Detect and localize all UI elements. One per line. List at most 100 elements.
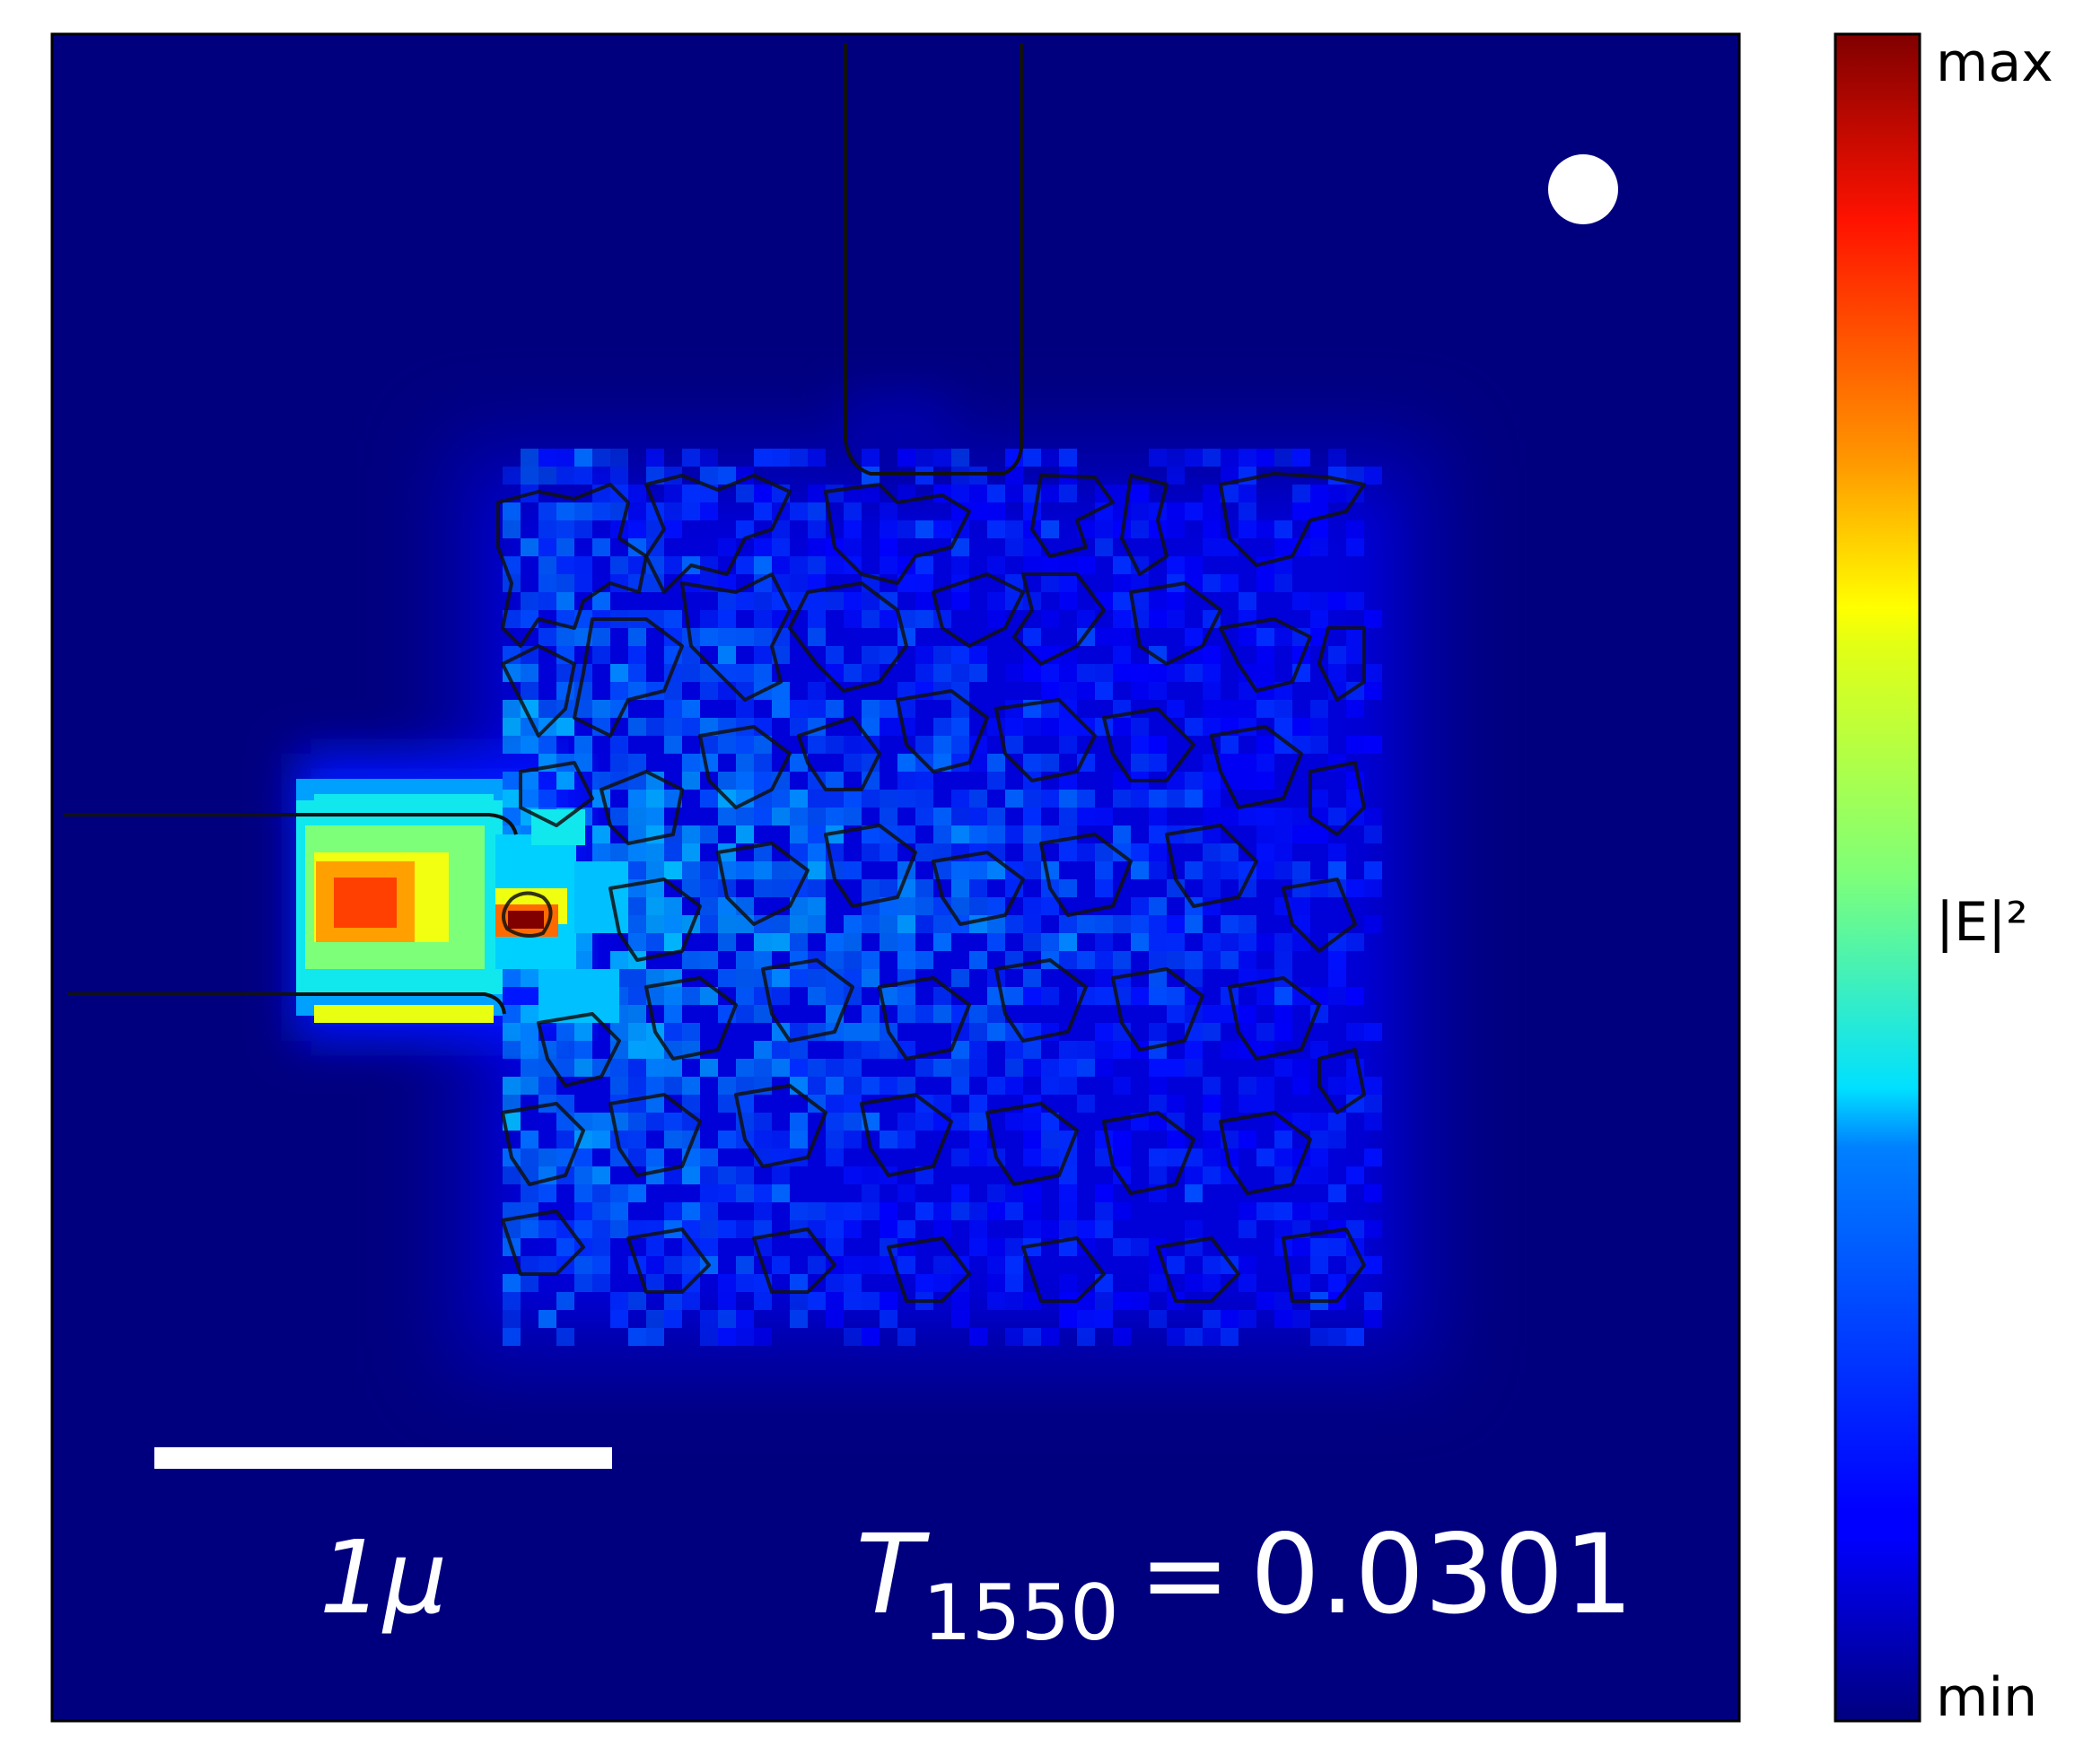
field-cell [1041,1113,1059,1131]
field-cell [772,700,790,718]
field-cell [1328,1077,1346,1095]
field-cell [736,1005,754,1023]
field-cell [1041,485,1059,502]
field-cell [1292,987,1310,1005]
junction-hotspot [508,911,544,929]
field-cell [987,1274,1005,1292]
transmission-equals: = [1139,1511,1230,1638]
field-cell [933,808,951,825]
field-cell [1364,1310,1382,1328]
field-cell [826,1148,844,1166]
field-cell [808,682,826,700]
field-cell [1274,628,1292,646]
field-cell [951,449,969,467]
field-cell [628,664,646,682]
field-cell [897,1328,915,1346]
field-cell [1185,1059,1203,1077]
field-cell [1023,556,1041,574]
field-cell [503,1202,521,1220]
field-cell [718,467,736,485]
field-cell [1185,664,1203,682]
field-cell [628,915,646,933]
field-cell [1149,915,1167,933]
field-cell [1041,520,1059,538]
field-cell [969,808,987,825]
field-cell [1059,556,1077,574]
field-cell [521,969,538,987]
waveguide-mode [296,779,628,1023]
field-cell [1364,682,1382,700]
field-cell [987,1292,1005,1310]
field-cell [646,1310,664,1328]
field-cell [1095,1310,1113,1328]
field-cell [772,969,790,987]
field-cell [628,1041,646,1059]
field-cell [1095,682,1113,700]
field-cell [664,1077,682,1095]
field-cell [521,664,538,682]
field-cell [1005,790,1023,808]
field-cell [1274,736,1292,754]
field-cell [1274,1166,1292,1184]
field-cell [1113,1148,1131,1166]
field-cell [1095,879,1113,897]
field-cell [1328,1238,1346,1256]
field-cell [682,664,700,682]
field-cell [1095,1220,1113,1238]
field-cell [915,772,933,790]
field-cell [538,1256,556,1274]
field-cell [987,772,1005,790]
field-cell [1095,628,1113,646]
field-cell [682,1202,700,1220]
field-cell [556,556,574,574]
field-cell [1256,969,1274,987]
field-cell [592,1274,610,1292]
field-cell [933,1095,951,1113]
field-cell [682,502,700,520]
field-cell [897,915,915,933]
field-cell [736,485,754,502]
field-cell [1095,1059,1113,1077]
field-cell [538,520,556,538]
field-cell [682,718,700,736]
field-cell [808,843,826,861]
field-cell [969,1113,987,1131]
field-cell [503,1077,521,1095]
field-cell [862,1023,880,1041]
field-cell [592,700,610,718]
field-cell [862,700,880,718]
field-cell [1167,1095,1185,1113]
field-cell [1328,592,1346,610]
field-cell [521,467,538,485]
field-cell [1059,915,1077,933]
field-cell [1256,1077,1274,1095]
field-cell [951,897,969,915]
field-cell [1239,951,1256,969]
field-cell [503,790,521,808]
field-cell [521,718,538,736]
field-cell [844,1292,862,1310]
field-cell [880,1292,897,1310]
field-cell [1041,700,1059,718]
field-cell [1149,951,1167,969]
field-cell [772,915,790,933]
field-cell [933,718,951,736]
field-cell [1310,825,1328,843]
field-cell [700,790,718,808]
field-cell [682,1095,700,1113]
field-cell [772,1166,790,1184]
field-cell [1077,808,1095,825]
field-cell [628,485,646,502]
field-cell [736,897,754,915]
field-cell [772,628,790,646]
field-cell [1023,1113,1041,1131]
field-cell [1203,808,1221,825]
field-cell [826,700,844,718]
field-cell [556,646,574,664]
field-cell [521,1005,538,1023]
field-cell [664,718,682,736]
field-cell [1256,987,1274,1005]
field-cell [1005,736,1023,754]
field-cell [628,790,646,808]
field-cell [610,1310,628,1328]
